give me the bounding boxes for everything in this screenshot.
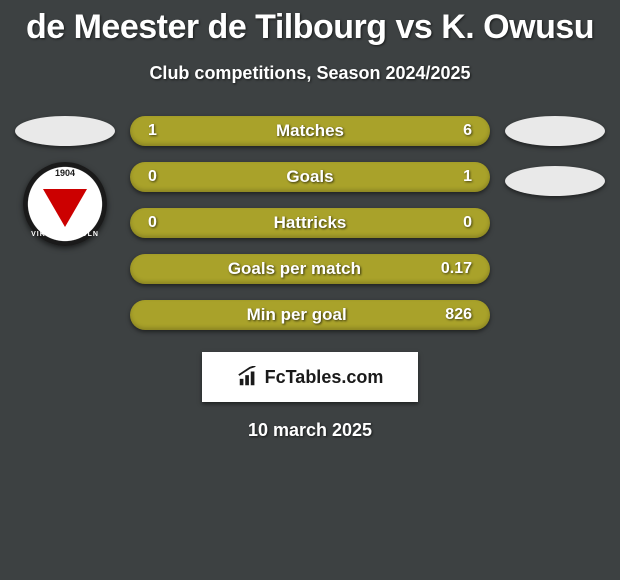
brand-text: FcTables.com (265, 367, 384, 388)
stat-label: Goals per match (148, 259, 441, 279)
stat-left-value: 0 (148, 214, 157, 232)
stat-label: Matches (157, 121, 463, 141)
left-side: 1904 VIKTORIA KÖLN (10, 116, 120, 330)
club-year: 1904 (55, 168, 75, 178)
brand-box[interactable]: FcTables.com (202, 352, 418, 402)
right-side (500, 116, 610, 330)
stat-row: Min per goal 826 (130, 300, 490, 330)
club-name: VIKTORIA KÖLN (31, 231, 99, 238)
stat-label: Min per goal (148, 305, 445, 325)
player-placeholder-right-1 (505, 116, 605, 146)
stat-row: 1 Matches 6 (130, 116, 490, 146)
stat-bars: 1 Matches 6 0 Goals 1 0 Hattricks 0 Goal… (130, 116, 490, 330)
club-badge-left: 1904 VIKTORIA KÖLN (23, 162, 107, 246)
club-triangle-icon (43, 189, 87, 227)
date-text: 10 march 2025 (0, 420, 620, 441)
stat-left-value: 1 (148, 122, 157, 140)
page-title: de Meester de Tilbourg vs K. Owusu (0, 0, 620, 47)
stat-left-value: 0 (148, 168, 157, 186)
stat-right-value: 1 (463, 168, 472, 186)
stat-right-value: 6 (463, 122, 472, 140)
stat-label: Hattricks (157, 213, 463, 233)
stat-right-value: 0 (463, 214, 472, 232)
stat-row: 0 Hattricks 0 (130, 208, 490, 238)
stat-right-value: 826 (445, 306, 472, 324)
stat-row: Goals per match 0.17 (130, 254, 490, 284)
page-subtitle: Club competitions, Season 2024/2025 (0, 47, 620, 84)
comparison-content: 1904 VIKTORIA KÖLN 1 Matches 6 0 Goals 1… (0, 116, 620, 330)
stat-right-value: 0.17 (441, 260, 472, 278)
stat-row: 0 Goals 1 (130, 162, 490, 192)
player-placeholder-left (15, 116, 115, 146)
stat-label: Goals (157, 167, 463, 187)
chart-icon (237, 366, 259, 388)
player-placeholder-right-2 (505, 166, 605, 196)
